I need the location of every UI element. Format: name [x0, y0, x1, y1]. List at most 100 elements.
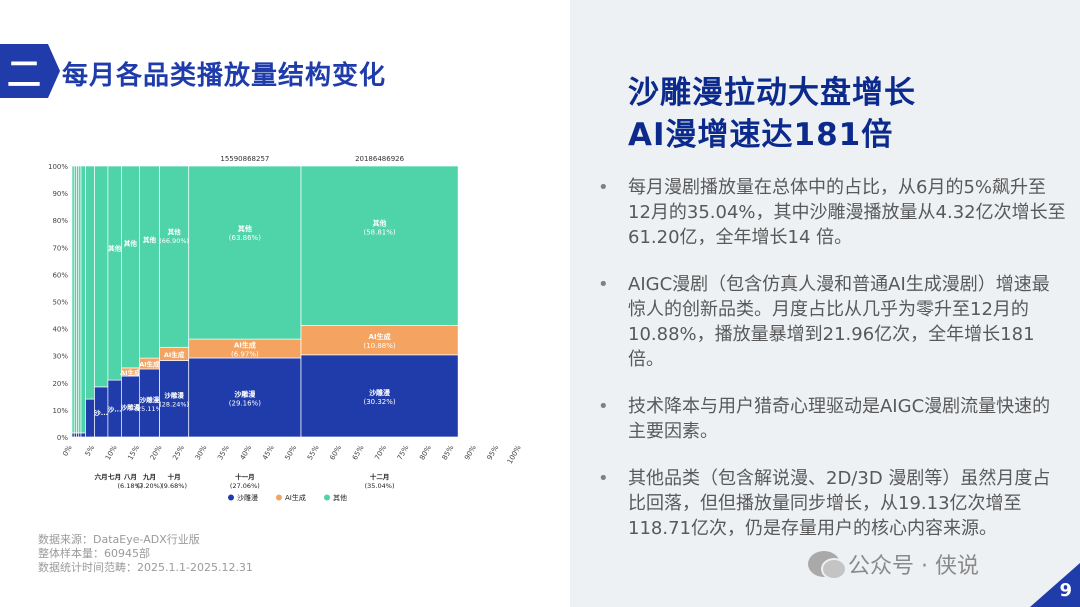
y-tick-label: 70%: [52, 244, 68, 252]
insight-text: 技术降本与用户猎奇心理驱动是AIGC漫剧流量快速的主要因素。: [628, 396, 1051, 442]
x-tick-label: 10%: [104, 444, 119, 462]
legend-label: 其他: [333, 493, 347, 502]
x-tick-label: 90%: [463, 444, 478, 462]
segment-ai: [300, 324, 459, 356]
segment-other: [85, 165, 95, 400]
legend-marker-ai: [276, 494, 282, 501]
segment-other: [138, 165, 160, 359]
segment-label: 沙雕漫: [121, 403, 141, 412]
bullet-icon: •: [598, 274, 609, 295]
x-tick-label: 45%: [261, 444, 276, 462]
section-title: 每月各品类播放量结构变化: [62, 61, 387, 91]
segment-other: [188, 165, 302, 340]
segment-shadiao: [80, 432, 86, 438]
y-tick-label: 20%: [52, 380, 68, 388]
x-tick-label: 85%: [441, 444, 456, 462]
x-tick-label: 50%: [284, 444, 299, 462]
segment-label: 其他: [168, 227, 182, 236]
segment-other: [121, 165, 140, 369]
segment-other: [94, 165, 109, 388]
segment-label: 其他: [108, 243, 122, 252]
segment-label: AI生成: [369, 332, 391, 341]
segment-other: [80, 165, 86, 434]
insight-item: • 其他品类（包含解说漫、2D/3D 漫剧等）虽然月度占比回落，但但播放量同步增长…: [596, 466, 1066, 541]
segment-value-label: (6.97%): [231, 351, 259, 359]
chart-svg: 0%10%20%30%40%50%60%70%80%90%100%沙...六月沙…: [48, 155, 523, 502]
legend-label: AI生成: [285, 493, 306, 502]
x-tick-label: 40%: [239, 444, 254, 462]
y-tick-label: 100%: [48, 163, 68, 171]
y-tick-label: 40%: [52, 326, 68, 334]
segment-label: 沙雕漫: [140, 395, 160, 404]
segment-value-label: (10.88%): [363, 342, 395, 350]
month-label: 七月: [108, 472, 121, 481]
month-label: 十一月: [235, 472, 255, 481]
x-tick-label: 80%: [418, 444, 433, 462]
x-tick-label: 35%: [216, 444, 231, 462]
x-tick-label: 15%: [126, 444, 141, 462]
legend-label: 沙雕漫: [237, 493, 258, 502]
segment-other: [159, 165, 190, 348]
insight-text: 其他品类（包含解说漫、2D/3D 漫剧等）虽然月度占比回落，但但播放量同步增长，…: [628, 468, 1051, 539]
y-tick-label: 90%: [52, 190, 68, 198]
segment-label: 其他: [238, 224, 252, 233]
insight-list: • 每月漫剧播放量在总体中的占比，从6月的5%飙升至12月的35.04%，其中沙雕…: [596, 175, 1066, 563]
segment-value-label: (58.81%): [363, 229, 395, 237]
y-tick-label: 80%: [52, 217, 68, 225]
segment-label: 其他: [373, 219, 387, 228]
bullet-icon: •: [598, 468, 609, 489]
segment-shadiao: [300, 354, 459, 438]
segment-label: 沙...: [108, 406, 122, 414]
insight-text: AIGC漫剧（包含仿真人漫和普通AI生成漫剧）增速最惊人的创新品类。月度占比从几…: [628, 274, 1050, 370]
x-tick-label: 75%: [396, 444, 411, 462]
x-tick-label: 95%: [486, 444, 501, 462]
segment-label: 沙雕漫: [234, 389, 255, 398]
segment-label: AI生成: [120, 368, 141, 377]
y-tick-label: 60%: [52, 271, 68, 279]
headline-line-2: AI漫增速达181倍: [628, 117, 894, 153]
page-corner: [1030, 563, 1080, 607]
insight-item: • AIGC漫剧（包含仿真人漫和普通AI生成漫剧）增速最惊人的创新品类。月度占比从…: [596, 272, 1066, 372]
x-tick-label: 25%: [171, 444, 186, 462]
badge-notch: [48, 44, 60, 98]
segment-value-label: (30.32%): [363, 398, 395, 406]
x-tick-label: 0%: [61, 444, 74, 458]
x-tick-label: 55%: [306, 444, 321, 462]
month-share-label: (27.06%): [230, 482, 260, 490]
column-total-label: 15590868257: [220, 155, 269, 163]
headline: 沙雕漫拉动大盘增长 AI漫增速达181倍: [628, 72, 916, 156]
x-tick-label: 5%: [84, 444, 97, 458]
y-tick-label: 0%: [57, 434, 68, 442]
section-number-badge: 二: [0, 44, 60, 98]
segment-shadiao: [188, 357, 302, 438]
month-share-label: (9.68%): [161, 482, 187, 490]
wechat-icon: [808, 551, 847, 580]
segment-label: 沙...: [94, 409, 108, 417]
segment-label: 沙雕漫: [369, 388, 390, 397]
segment-label: 其他: [124, 239, 137, 248]
segment-label: AI生成: [164, 350, 185, 359]
month-label: 十月: [168, 472, 181, 481]
month-label: 六月: [95, 472, 108, 481]
month-label: 十二月: [370, 472, 390, 481]
segment-value-label: (25.11%): [135, 405, 165, 413]
segment-label: 沙雕漫: [164, 391, 184, 400]
segment-value-label: (29.16%): [229, 399, 261, 407]
insight-panel: 沙雕漫拉动大盘增长 AI漫增速达181倍 • 每月漫剧播放量在总体中的占比，从6月…: [570, 0, 1080, 607]
insight-item: • 技术降本与用户猎奇心理驱动是AIGC漫剧流量快速的主要因素。: [596, 394, 1066, 444]
legend-marker-shadiao: [228, 494, 234, 501]
segment-label: AI生成: [234, 341, 256, 350]
insight-item: • 每月漫剧播放量在总体中的占比，从6月的5%飙升至12月的35.04%，其中沙雕…: [596, 175, 1066, 250]
page-number: 9: [1059, 580, 1072, 601]
source-line-2: 整体样本量：60945部: [38, 547, 150, 560]
month-label: 九月: [142, 472, 156, 481]
x-tick-label: 70%: [373, 444, 388, 462]
y-tick-label: 30%: [52, 353, 68, 361]
segment-shadiao: [85, 398, 95, 438]
x-tick-label: 100%: [506, 444, 523, 466]
bullet-icon: •: [598, 177, 609, 198]
segment-other: [300, 165, 459, 326]
segment-other: [107, 165, 122, 381]
x-tick-label: 20%: [149, 444, 164, 462]
segment-label: 其他: [143, 235, 157, 244]
